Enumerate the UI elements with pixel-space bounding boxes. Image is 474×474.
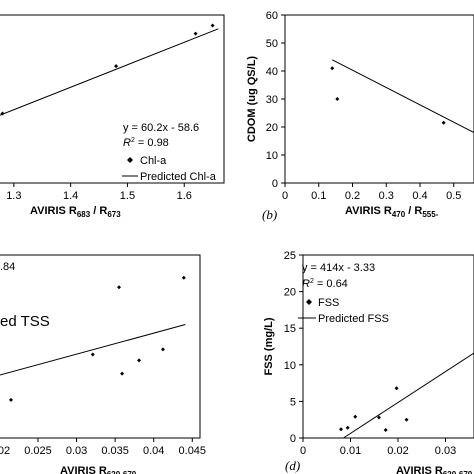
x-tick-label: 1.3 xyxy=(6,190,21,202)
y-tick-label: 60 xyxy=(266,10,278,22)
data-point xyxy=(353,414,358,419)
panel-b: 0 0.1 0.2 0.3 0.4 0.5 0 10 20 30 40 50 60 AVIRIS R470… xyxy=(246,10,474,222)
x-tick-label: 0.1 xyxy=(311,190,326,202)
data-point xyxy=(117,285,121,290)
y-axis-label: CDOM (ug QS/L) xyxy=(246,56,258,142)
data-point xyxy=(90,352,95,357)
legend-label: Chl-a xyxy=(140,155,167,167)
data-point xyxy=(330,66,335,71)
legend-label: Predicted Chl-a xyxy=(140,171,217,183)
x-tick-label: 0.04 xyxy=(143,445,164,457)
x-tick-label: 0.03 xyxy=(66,445,87,457)
x-tick-label: 1.4 xyxy=(63,190,78,202)
x-tick-label: 0.035 xyxy=(101,445,129,457)
data-point xyxy=(394,386,399,391)
y-tick-label: 0 xyxy=(272,178,278,190)
y-tick-label: 15 xyxy=(284,323,296,335)
x-tick-label: 0 xyxy=(300,445,306,457)
x-tick-label: 1.5 xyxy=(120,190,135,202)
x-tick-label: 0 xyxy=(282,190,288,202)
r2-text: .84 xyxy=(0,261,15,273)
x-tick-label: 0.025 xyxy=(24,445,52,457)
data-point xyxy=(9,397,13,402)
x-tick-label: 0.02 xyxy=(387,445,408,457)
plot-frame xyxy=(302,254,474,439)
data-point xyxy=(193,31,198,36)
x-tick-label: 0.3 xyxy=(379,190,394,202)
r2-text: R2 = 0.64 xyxy=(302,278,348,290)
legend-marker xyxy=(306,299,312,305)
y-tick-label: 50 xyxy=(266,38,278,50)
y-axis-label: FSS (mg/L) xyxy=(263,317,275,375)
data-point xyxy=(377,415,381,420)
panel-label: (b) xyxy=(262,207,277,222)
y-tick-label: 10 xyxy=(284,360,296,372)
y-tick-label: 30 xyxy=(266,94,278,106)
legend-label: ed TSS xyxy=(0,313,50,330)
fit-line xyxy=(0,324,186,376)
legend-label: Predicted FSS xyxy=(318,313,389,325)
y-tick-label: 20 xyxy=(266,122,278,134)
y-tick-label: 5 xyxy=(290,396,296,408)
x-axis-label: AVIRIS R620-670 xyxy=(396,465,473,474)
data-point xyxy=(0,111,5,116)
x-tick-label: 0.045 xyxy=(179,445,207,457)
data-point xyxy=(335,97,340,101)
data-point xyxy=(114,64,119,69)
data-point xyxy=(181,275,186,280)
x-axis-label: AVIRIS R683 / R673 xyxy=(30,205,121,219)
x-axis-label: AVIRIS R620-670 xyxy=(60,465,137,474)
r2-text: R2 = 0.98 xyxy=(123,137,169,149)
panel-label: (d) xyxy=(285,458,300,473)
y-tick-label: 10 xyxy=(266,150,278,162)
equation-text: y = 60.2x - 58.6 xyxy=(123,122,199,134)
equation-text: y = 414x - 3.33 xyxy=(302,262,375,274)
data-point xyxy=(137,358,142,363)
data-point xyxy=(160,347,165,352)
fit-line xyxy=(343,352,474,439)
x-tick-label: 0.5 xyxy=(446,190,461,202)
y-tick-label: 25 xyxy=(284,250,296,262)
y-tick-label: 20 xyxy=(284,287,296,299)
plot-frame xyxy=(0,14,225,184)
legend-marker xyxy=(127,157,133,163)
x-tick-label: 0.02 xyxy=(0,445,10,457)
fit-line xyxy=(0,28,219,116)
data-point xyxy=(120,371,125,376)
x-tick-label: 1.6 xyxy=(177,190,192,202)
data-point xyxy=(441,120,446,125)
panel-d: 0 0.01 0.02 0.03 0 5 10 15 20 25 AVIRIS R620-670 FS… xyxy=(263,250,474,474)
data-point xyxy=(339,427,343,432)
x-tick-label: 0.03 xyxy=(435,445,456,457)
y-tick-label: 0 xyxy=(290,433,296,445)
x-tick-label: 0.01 xyxy=(340,445,361,457)
data-point xyxy=(345,425,350,430)
legend-label: FSS xyxy=(318,297,339,309)
data-point xyxy=(210,23,215,28)
y-tick-label: 40 xyxy=(266,66,278,78)
data-point xyxy=(383,427,388,432)
x-axis-label: AVIRIS R470 / R555- xyxy=(345,205,439,219)
x-tick-label: 0.4 xyxy=(412,190,427,202)
plot-frame xyxy=(0,254,201,439)
fit-line xyxy=(332,59,474,134)
x-tick-label: 0.2 xyxy=(345,190,360,202)
data-point xyxy=(404,417,409,422)
plot-frame xyxy=(284,14,474,184)
